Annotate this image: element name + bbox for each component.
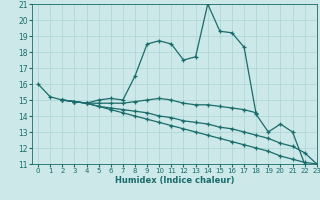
X-axis label: Humidex (Indice chaleur): Humidex (Indice chaleur): [115, 176, 234, 185]
